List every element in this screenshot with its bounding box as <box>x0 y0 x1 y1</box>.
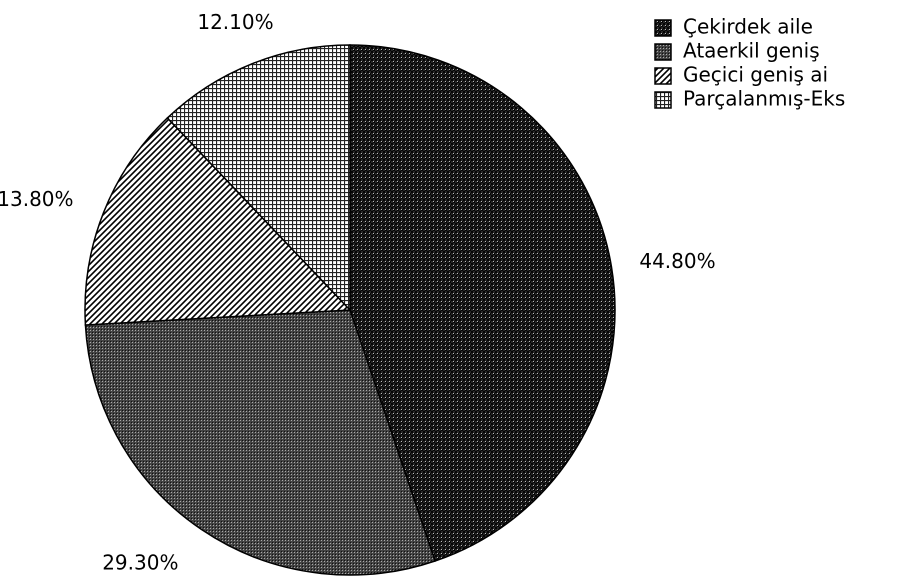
legend-label: Ataerkil geniş <box>683 39 820 63</box>
slice-label: 44.80% <box>639 249 715 273</box>
pie-slice <box>84 309 437 576</box>
slice-label: 29.30% <box>102 551 178 575</box>
legend-label: Parçalanmış-Eks <box>683 87 845 111</box>
legend-swatch <box>654 67 672 85</box>
slice-label: 12.10% <box>197 10 273 34</box>
legend-swatch <box>654 91 672 109</box>
legend-swatch <box>654 43 672 61</box>
pie-slice <box>166 44 351 312</box>
pie-slice <box>84 116 352 326</box>
legend-swatch <box>654 19 672 37</box>
pie-slice <box>349 44 616 562</box>
legend-label: Geçici geniş ai <box>683 63 828 87</box>
slice-label: 13.80% <box>0 187 74 211</box>
legend-label: Çekirdek aile <box>683 15 813 39</box>
